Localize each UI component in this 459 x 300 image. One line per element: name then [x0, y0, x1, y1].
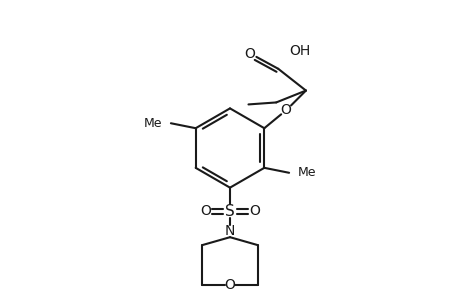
- Text: Me: Me: [297, 166, 316, 179]
- Text: S: S: [224, 204, 235, 219]
- Text: Me: Me: [143, 117, 162, 130]
- Text: O: O: [243, 47, 254, 61]
- Text: OH: OH: [289, 44, 310, 58]
- Text: N: N: [224, 224, 235, 238]
- Text: O: O: [224, 278, 235, 292]
- Text: O: O: [249, 204, 260, 218]
- Text: O: O: [280, 103, 291, 117]
- Text: O: O: [199, 204, 210, 218]
